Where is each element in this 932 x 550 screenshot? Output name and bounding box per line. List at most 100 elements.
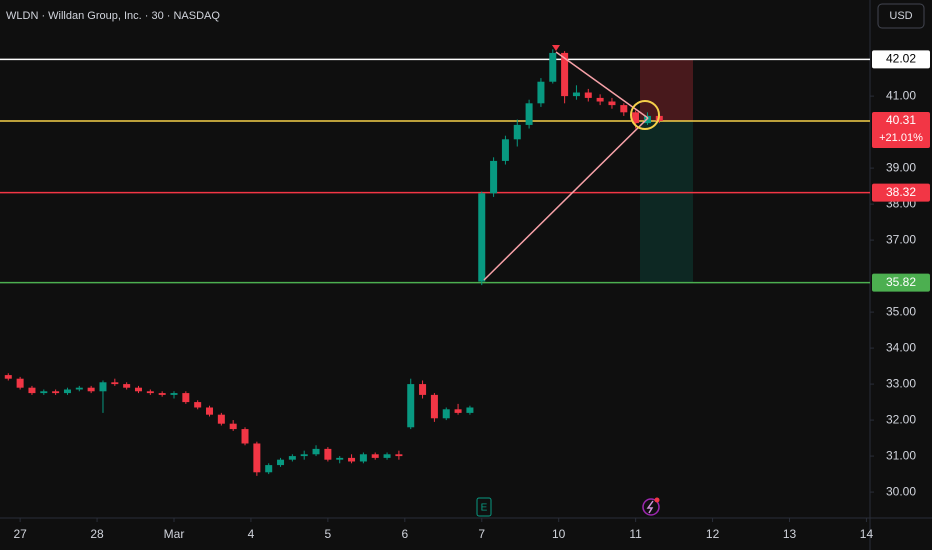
candle-body [584,92,592,98]
x-tick-label: 4 [248,527,255,541]
level-label-bg [872,50,930,69]
candle-body [478,193,486,282]
candle-body [241,429,249,444]
y-tick-label: 34.00 [886,340,916,354]
candle-body [359,454,367,462]
event-dot [654,497,660,503]
candle-body [537,81,545,104]
level-label: 42.02 [886,52,916,66]
candle-body [395,454,403,457]
candle-body [99,382,107,392]
candle-body [525,103,533,125]
y-tick-label: 37.00 [886,232,916,246]
candle-body [608,101,616,106]
x-tick-label: 28 [90,527,104,541]
earnings-icon[interactable] [476,497,492,517]
candle-body [229,423,237,430]
candle-body [40,391,48,394]
candle-body [596,97,604,102]
candle-body [4,375,12,379]
candle-body [170,393,178,395]
target-zone [640,120,693,283]
change-label: +21.01% [879,132,923,144]
x-tick-label: 13 [783,527,797,541]
candle-body [16,378,24,388]
earnings-marker[interactable]: E [481,503,488,514]
level-label: 35.82 [886,275,916,289]
candle-body [312,448,320,455]
candle-body [348,457,356,462]
x-tick-label: 14 [860,527,874,541]
x-tick-label: 11 [629,527,642,541]
candle-body [466,407,474,413]
candle-body [336,457,344,460]
x-tick-label: 5 [325,527,332,541]
event-icon[interactable] [642,498,660,516]
x-tick-label: 12 [706,527,720,541]
y-tick-label: 33.00 [886,376,916,390]
y-tick-label: 41.00 [886,88,916,102]
candle-body [300,454,308,457]
x-tick-label: 6 [401,527,408,541]
currency[interactable]: USD [889,10,912,22]
candle-body [549,52,557,82]
candle-body [454,409,462,413]
candle-body [288,456,296,460]
event-bolt [646,500,654,514]
candle-body [52,391,60,394]
candle-body [490,160,498,194]
y-tick-label: 39.00 [886,160,916,174]
candle-body [158,393,166,395]
currency-button[interactable] [877,3,925,29]
candle-body [419,384,427,395]
candle-body [194,402,202,408]
candle-body [501,139,509,161]
candle-body [87,387,95,392]
candle-body [442,409,450,419]
candle-body [75,387,83,390]
y-tick-label: 30.00 [886,484,916,498]
candle-body [63,389,71,394]
level-label-bg [872,111,930,148]
candle-body [572,92,580,97]
candle-body [513,124,521,140]
candle-body [324,448,332,460]
candle-body [206,407,214,415]
candle-body [134,387,142,392]
candle-body [253,443,261,473]
candle-body [371,454,379,458]
x-tick-label: Mar [164,527,185,541]
candle-body [217,414,225,424]
trend-line [483,117,649,281]
candle-body [407,384,415,428]
candle-body [146,391,154,394]
candle-body [265,465,273,473]
x-tick-label: 27 [13,527,27,541]
stop-zone [640,59,693,121]
candle-body [111,382,119,385]
arrow-marker [552,45,560,51]
candle-body [561,52,569,97]
y-tick-label: 31.00 [886,448,916,462]
candle-body [123,384,131,388]
trend-line [555,51,649,119]
highlight-circle [630,100,660,130]
candle-body [277,459,285,466]
level-label: 38.32 [886,185,916,199]
level-label-bg [872,183,930,202]
level-label-bg [872,273,930,292]
candle-body [182,393,190,403]
candle-body [28,387,36,394]
chart-title: WLDN · Willdan Group, Inc. · 30 · NASDAQ [6,10,220,22]
candle-body [430,394,438,419]
x-tick-label: 10 [552,527,566,541]
y-tick-label: 35.00 [886,304,916,318]
candle-body [383,454,391,458]
x-tick-label: 7 [478,527,485,541]
y-tick-label: 32.00 [886,412,916,426]
candle-body [620,105,628,113]
level-label: 40.31 [886,113,916,127]
candle-body [632,112,640,124]
